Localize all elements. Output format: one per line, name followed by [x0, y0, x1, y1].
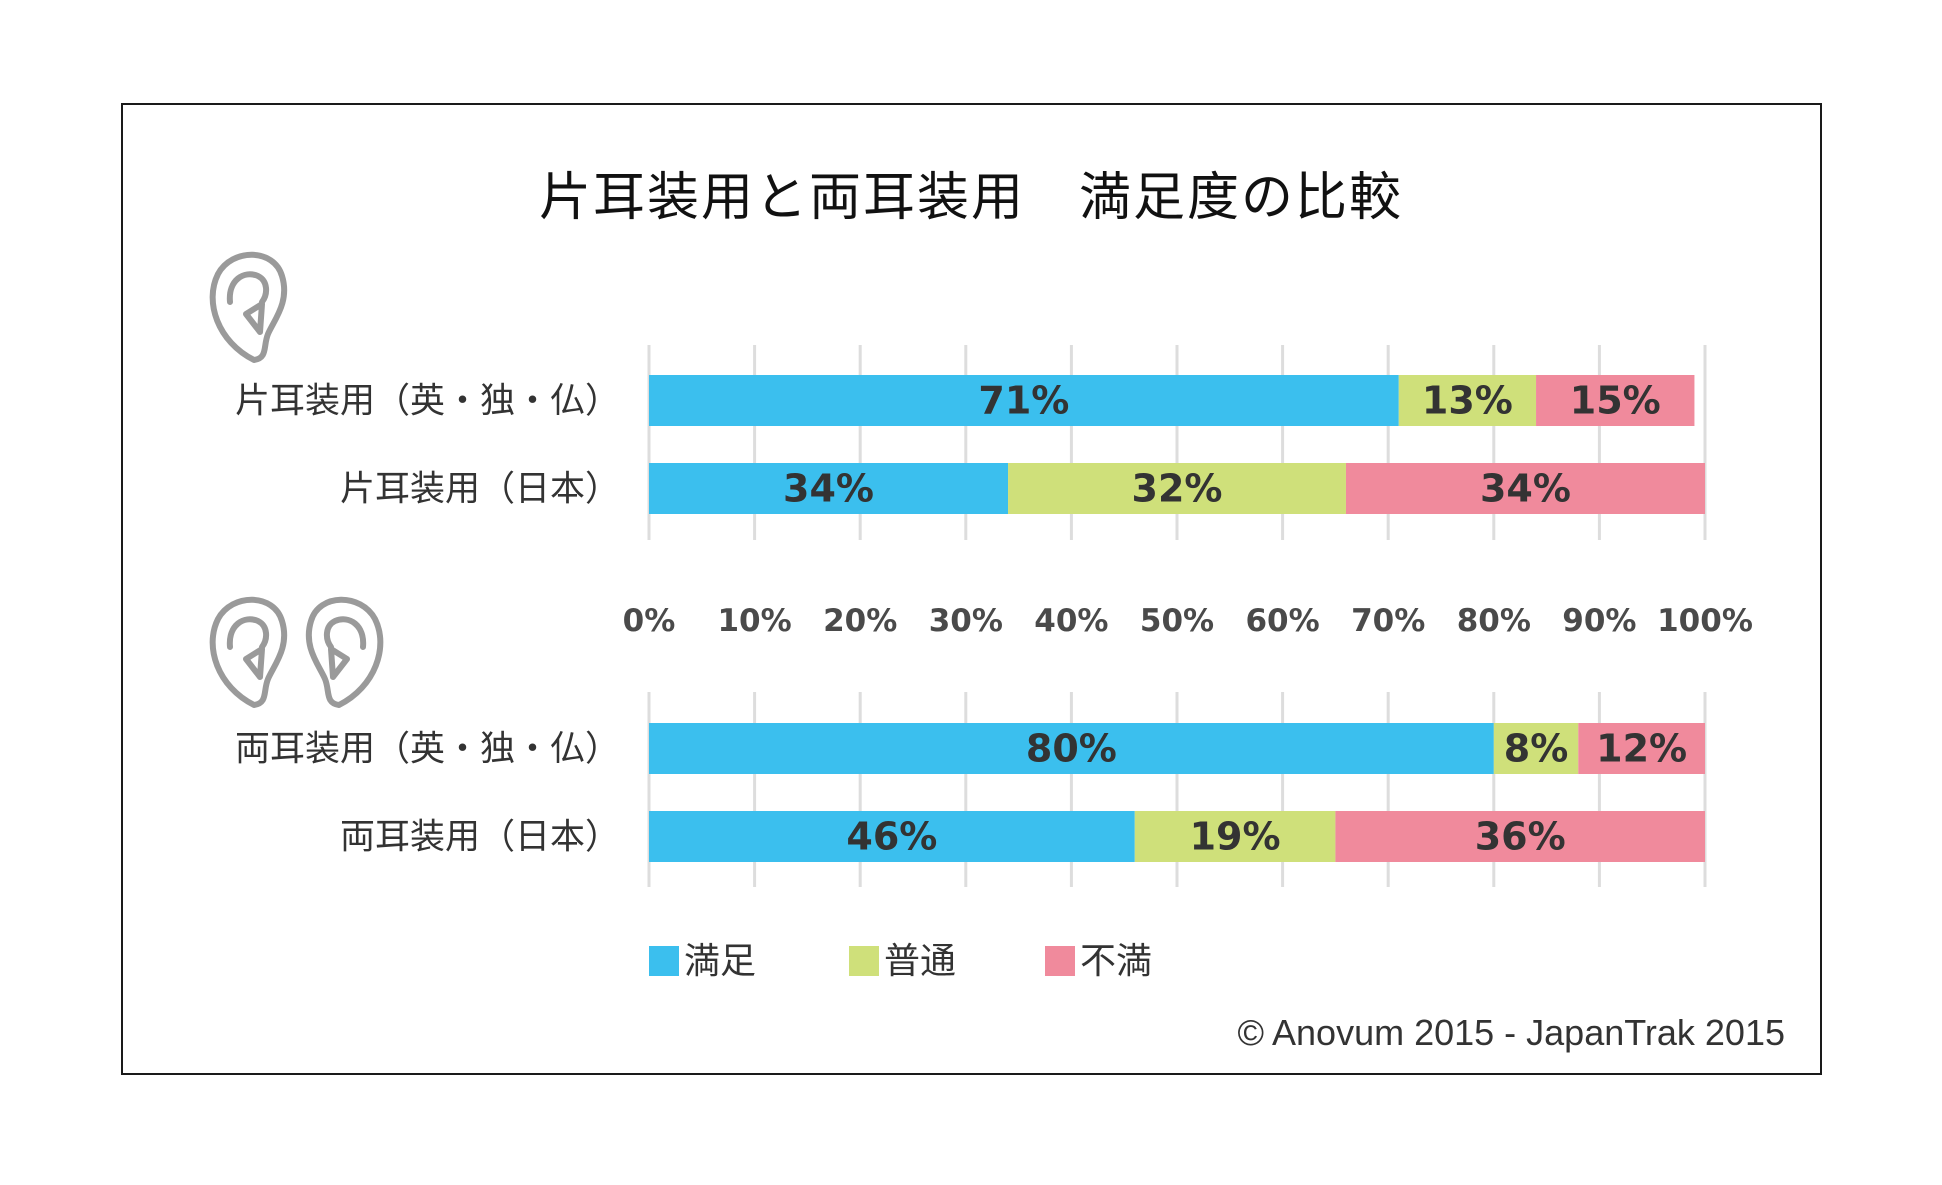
x-tick-label: 100% — [1657, 603, 1753, 639]
data-label: 71% — [978, 379, 1069, 423]
x-tick-label: 50% — [1140, 603, 1214, 639]
ear-canal — [243, 301, 265, 335]
legend-label: 普通 — [884, 941, 956, 982]
copyright-text: © Anovum 2015 - JapanTrak 2015 — [1237, 1012, 1785, 1053]
bar-segment — [1578, 723, 1705, 774]
legend-swatch — [1045, 946, 1075, 976]
bar-segment — [1493, 723, 1579, 774]
data-label: 80% — [1026, 727, 1117, 771]
ear-outline — [209, 596, 288, 708]
data-label: 36% — [1475, 815, 1566, 859]
legend-label: 満足 — [684, 941, 756, 982]
bar-segment — [1008, 463, 1346, 514]
data-label: 8% — [1504, 727, 1569, 771]
x-tick-label: 60% — [1245, 603, 1319, 639]
bar-segment — [1134, 811, 1336, 862]
ear-icon — [209, 596, 288, 708]
bar-segment — [1345, 463, 1705, 514]
data-label: 19% — [1190, 815, 1281, 859]
x-tick-label: 10% — [717, 603, 791, 639]
x-tick-labels: 0% 10% 20% 30% 40% 50% 60% 70% 80% 90% 100% — [623, 603, 1753, 639]
ear-outline — [209, 251, 288, 363]
bars: 71% 13% 15% 34% 32% 34% 80% 8% 12% 46% 19% 36% — [649, 375, 1705, 862]
ear-inner — [226, 616, 270, 650]
category-label: 両耳装用（日本） — [340, 818, 620, 858]
ear-outline — [305, 596, 384, 708]
legend-label: 不満 — [1080, 941, 1152, 982]
ear-canal — [243, 646, 265, 680]
ear-canal — [328, 646, 350, 680]
bar-segment — [1536, 375, 1695, 426]
ear-inner — [323, 616, 367, 650]
x-tick-label: 80% — [1457, 603, 1531, 639]
legend-swatch — [649, 946, 679, 976]
bar-segment — [1398, 375, 1537, 426]
ear-inner — [226, 271, 270, 305]
bar-segment — [1335, 811, 1705, 862]
legend: 満足 普通 不満 — [649, 941, 1152, 982]
chart-frame — [121, 103, 1822, 1075]
data-label: 12% — [1596, 727, 1687, 771]
category-label: 両耳装用（英・独・仏） — [235, 730, 620, 770]
ear-icon — [209, 251, 288, 363]
category-label: 片耳装用（英・独・仏） — [235, 382, 620, 422]
data-label: 15% — [1570, 379, 1661, 423]
data-label: 13% — [1422, 379, 1513, 423]
x-tick-label: 90% — [1562, 603, 1636, 639]
x-tick-label: 30% — [929, 603, 1003, 639]
ear-icon — [305, 596, 384, 708]
x-tick-label: 0% — [623, 603, 676, 639]
bar-segment — [649, 463, 1009, 514]
bar-segment — [649, 811, 1135, 862]
category-label: 片耳装用（日本） — [340, 470, 620, 510]
category-labels: 片耳装用（英・独・仏） 片耳装用（日本） 両耳装用（英・独・仏） 両耳装用（日本） — [235, 382, 620, 858]
icons — [209, 251, 384, 708]
chart-title: 片耳装用と両耳装用 満足度の比較 — [538, 168, 1403, 228]
x-tick-label: 20% — [823, 603, 897, 639]
bar-segment — [649, 375, 1399, 426]
legend-swatch — [849, 946, 879, 976]
bar-segment — [649, 723, 1494, 774]
x-tick-label: 70% — [1351, 603, 1425, 639]
x-tick-label: 40% — [1034, 603, 1108, 639]
data-label: 32% — [1132, 467, 1223, 511]
data-label: 46% — [846, 815, 937, 859]
data-label: 34% — [1480, 467, 1571, 511]
data-label: 34% — [783, 467, 874, 511]
